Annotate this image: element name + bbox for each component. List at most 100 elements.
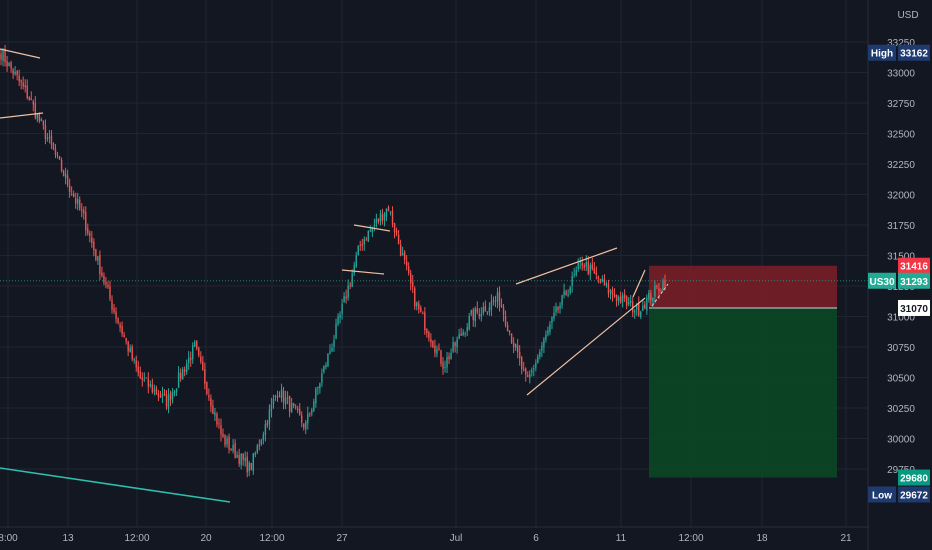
candle-body xyxy=(246,456,248,473)
candle-body xyxy=(547,330,549,335)
candle-body xyxy=(327,353,329,367)
candle-body xyxy=(412,282,414,287)
candle-body xyxy=(198,348,200,356)
trendline-upper[interactable] xyxy=(0,48,41,59)
candle-body xyxy=(379,213,382,222)
candle-body xyxy=(652,297,654,302)
flag-upper-line[interactable] xyxy=(353,224,391,232)
candle-body xyxy=(468,316,470,330)
time-axis[interactable]: 8:00 13 12:00 20 12:00 27 Jul 6 11 12:00 18 21 xyxy=(0,526,868,544)
candle-body xyxy=(504,315,507,326)
candle-body xyxy=(436,349,438,355)
candle-body xyxy=(391,210,394,225)
candle-body xyxy=(187,357,190,363)
candle-body xyxy=(367,230,370,242)
time-tick-label: 11 xyxy=(616,533,627,544)
candle-body xyxy=(418,303,420,310)
wedge-apex-line[interactable] xyxy=(632,269,646,298)
time-tick-label: 21 xyxy=(840,533,852,544)
candle-body xyxy=(288,396,291,412)
price-tick-label: 32000 xyxy=(887,191,915,202)
support-trendline[interactable] xyxy=(0,467,231,503)
candle-body xyxy=(97,256,99,261)
candle-body xyxy=(280,389,283,399)
candle-body xyxy=(567,294,569,296)
candle-body xyxy=(615,295,618,301)
trendline-lower[interactable] xyxy=(0,112,44,119)
candle-body xyxy=(36,113,39,119)
time-tick-label: 12:00 xyxy=(678,533,703,544)
price-tick-label: 32500 xyxy=(887,130,915,141)
candle-body xyxy=(476,308,479,313)
candle-body xyxy=(42,120,45,126)
price-tick-label: 31000 xyxy=(887,313,915,324)
candle-body xyxy=(337,316,339,325)
candle-body xyxy=(420,307,422,312)
candle-body xyxy=(494,300,497,302)
candle-body xyxy=(262,434,265,441)
candle-body xyxy=(654,285,656,297)
low-badge-text: 29672 xyxy=(900,491,928,502)
drawings[interactable] xyxy=(0,48,868,503)
candle-body xyxy=(456,339,458,348)
candle-body xyxy=(60,159,63,172)
candle-body xyxy=(395,230,398,234)
candle-body xyxy=(373,225,376,227)
candle-body xyxy=(129,347,131,352)
candle-body xyxy=(34,103,37,118)
time-tick-label: 27 xyxy=(336,533,348,544)
take-profit-zone[interactable] xyxy=(649,307,837,478)
candle-body xyxy=(8,62,10,67)
candle-body xyxy=(569,287,571,294)
position-zones[interactable] xyxy=(649,265,837,478)
wedge-upper-line[interactable] xyxy=(515,247,618,285)
candle-body xyxy=(629,300,632,303)
candle-body xyxy=(161,393,164,397)
candle-body xyxy=(660,289,662,291)
candle-body xyxy=(298,408,301,416)
candle-body xyxy=(103,275,105,283)
candle-body xyxy=(301,415,303,423)
candle-body xyxy=(282,390,285,403)
price-tick-label: 32250 xyxy=(887,160,915,171)
candle-body xyxy=(296,408,299,411)
projection-arrow[interactable] xyxy=(651,283,669,307)
candle-body xyxy=(74,198,77,204)
candle-body xyxy=(601,279,604,282)
candle-body xyxy=(26,85,28,99)
candle-body xyxy=(32,101,35,105)
stop-loss-zone[interactable] xyxy=(649,265,837,308)
candle-body xyxy=(329,351,331,354)
candle-body xyxy=(183,369,186,372)
candle-body xyxy=(343,296,345,303)
candle-body xyxy=(573,274,575,276)
candle-body xyxy=(133,359,135,361)
target-badge: 29680 xyxy=(898,469,930,486)
candle-body xyxy=(214,412,216,416)
candle-body xyxy=(177,372,180,388)
flag-lower-line[interactable] xyxy=(341,269,385,275)
candle-body xyxy=(95,249,97,260)
candle-body xyxy=(466,327,468,332)
candle-body xyxy=(149,384,152,387)
candle-body xyxy=(424,312,426,330)
candle-body xyxy=(401,253,404,256)
candle-body xyxy=(234,443,236,458)
candle-body xyxy=(559,305,561,309)
candle-body xyxy=(194,342,196,347)
candle-body xyxy=(240,453,242,465)
candle-body xyxy=(361,243,363,246)
candle-body xyxy=(68,185,71,192)
candle-body xyxy=(123,334,125,337)
candle-body xyxy=(514,343,517,349)
candle-body xyxy=(79,199,81,209)
candle-body xyxy=(341,303,343,314)
candle-body xyxy=(147,378,150,387)
candle-body xyxy=(502,307,505,315)
candle-body xyxy=(349,284,351,286)
price-axis[interactable]: 33250 33000 32750 32500 32250 32000 31750 31500… xyxy=(887,38,915,476)
time-tick-label: 20 xyxy=(200,533,212,544)
wedge-lower-line[interactable] xyxy=(526,297,646,396)
entry-badge: 31070 xyxy=(898,299,930,316)
